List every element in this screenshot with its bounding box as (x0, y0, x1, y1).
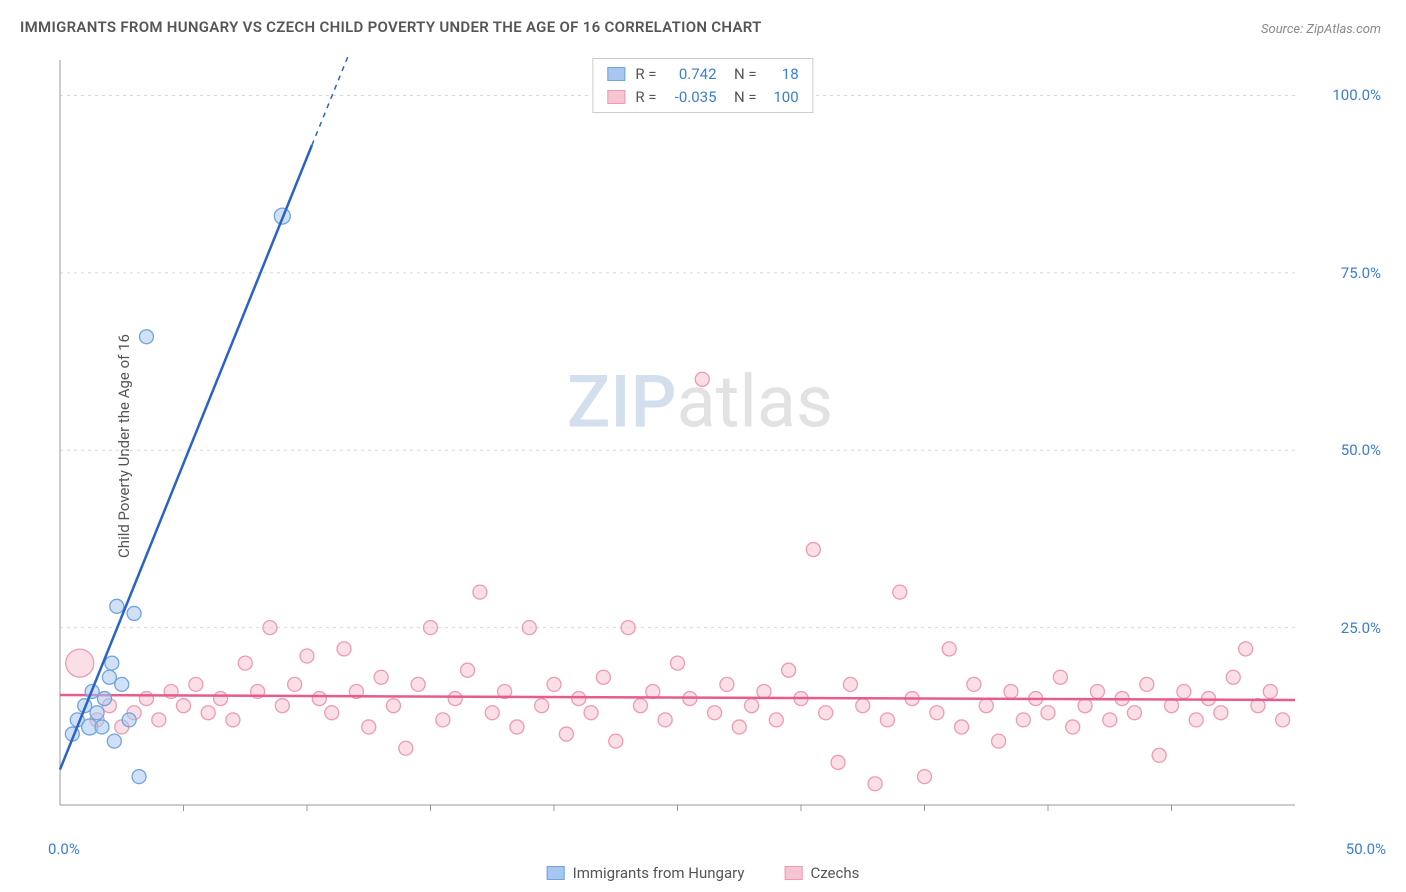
r-label: R = (635, 86, 656, 109)
y-tick-label: 75.0% (1341, 264, 1381, 282)
y-tick-label: 25.0% (1341, 619, 1381, 637)
n-label: N = (727, 86, 757, 109)
legend-item: Immigrants from Hungary (547, 864, 745, 882)
n-value: 18 (767, 63, 799, 86)
chart-title: IMMIGRANTS FROM HUNGARY VS CZECH CHILD P… (20, 18, 762, 36)
y-tick-label: 100.0% (1332, 86, 1381, 104)
stats-row: R = 0.742 N = 18 (607, 63, 798, 86)
r-value: -0.035 (667, 86, 717, 109)
r-label: R = (635, 63, 656, 86)
r-value: 0.742 (667, 63, 717, 86)
legend-swatch (607, 90, 625, 104)
scatter-plot-svg (55, 55, 1345, 825)
source-label: Source: ZipAtlas.com (1261, 22, 1381, 37)
x-tick-min: 0.0% (48, 840, 80, 858)
legend-item: Czechs (784, 864, 859, 882)
stats-legend: R = 0.742 N = 18 R = -0.035 N = 100 (592, 58, 813, 113)
legend-label: Immigrants from Hungary (573, 864, 745, 882)
series-legend: Immigrants from Hungary Czechs (547, 864, 860, 882)
legend-swatch (607, 67, 625, 81)
n-label: N = (727, 63, 757, 86)
x-tick-max: 50.0% (1346, 840, 1386, 858)
n-value: 100 (767, 86, 799, 109)
y-tick-label: 50.0% (1341, 441, 1381, 459)
plot-area: ZIPatlas (55, 55, 1345, 825)
legend-label: Czechs (810, 864, 859, 882)
stats-row: R = -0.035 N = 100 (607, 86, 798, 109)
legend-swatch (784, 866, 802, 880)
legend-swatch (547, 866, 565, 880)
